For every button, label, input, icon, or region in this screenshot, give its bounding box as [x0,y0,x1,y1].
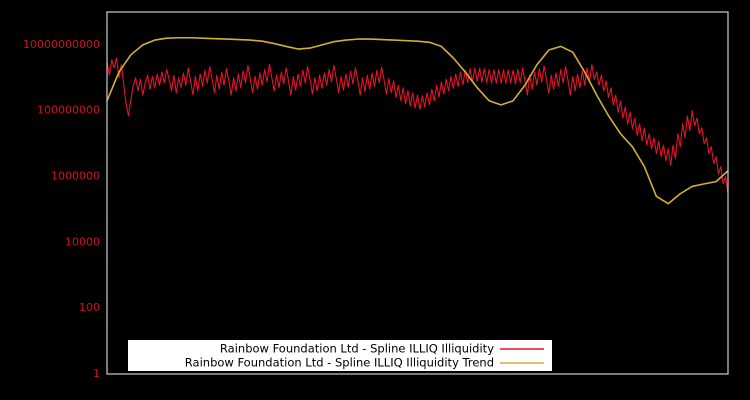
y-axis-tick-label: 100000000 [37,104,100,117]
chart-legend[interactable]: Rainbow Foundation Ltd - Spline ILLIQ Il… [128,340,552,371]
legend-entry-label: Rainbow Foundation Ltd - Spline ILLIQ Il… [220,342,494,356]
y-axis-tick-label: 1 [93,367,100,380]
y-axis-tick-labels: 1 100 10000 1000000 100000000 10000000000 [23,38,100,380]
y-axis-tick-label: 10000 [65,235,100,248]
series-line-illiquidity-trend [106,36,729,205]
plot-area-background [107,12,728,374]
series-line-illiquidity [106,57,729,195]
legend-background [128,340,552,371]
y-axis-tick-label: 10000000000 [23,38,100,51]
legend-entry-label: Rainbow Foundation Ltd - Spline ILLIQ Il… [185,356,494,370]
plot-area-frame [106,11,729,375]
data-series-group [106,36,729,205]
y-axis-tick-label: 1000000 [51,170,100,183]
y-axis-tick-label: 100 [79,301,100,314]
